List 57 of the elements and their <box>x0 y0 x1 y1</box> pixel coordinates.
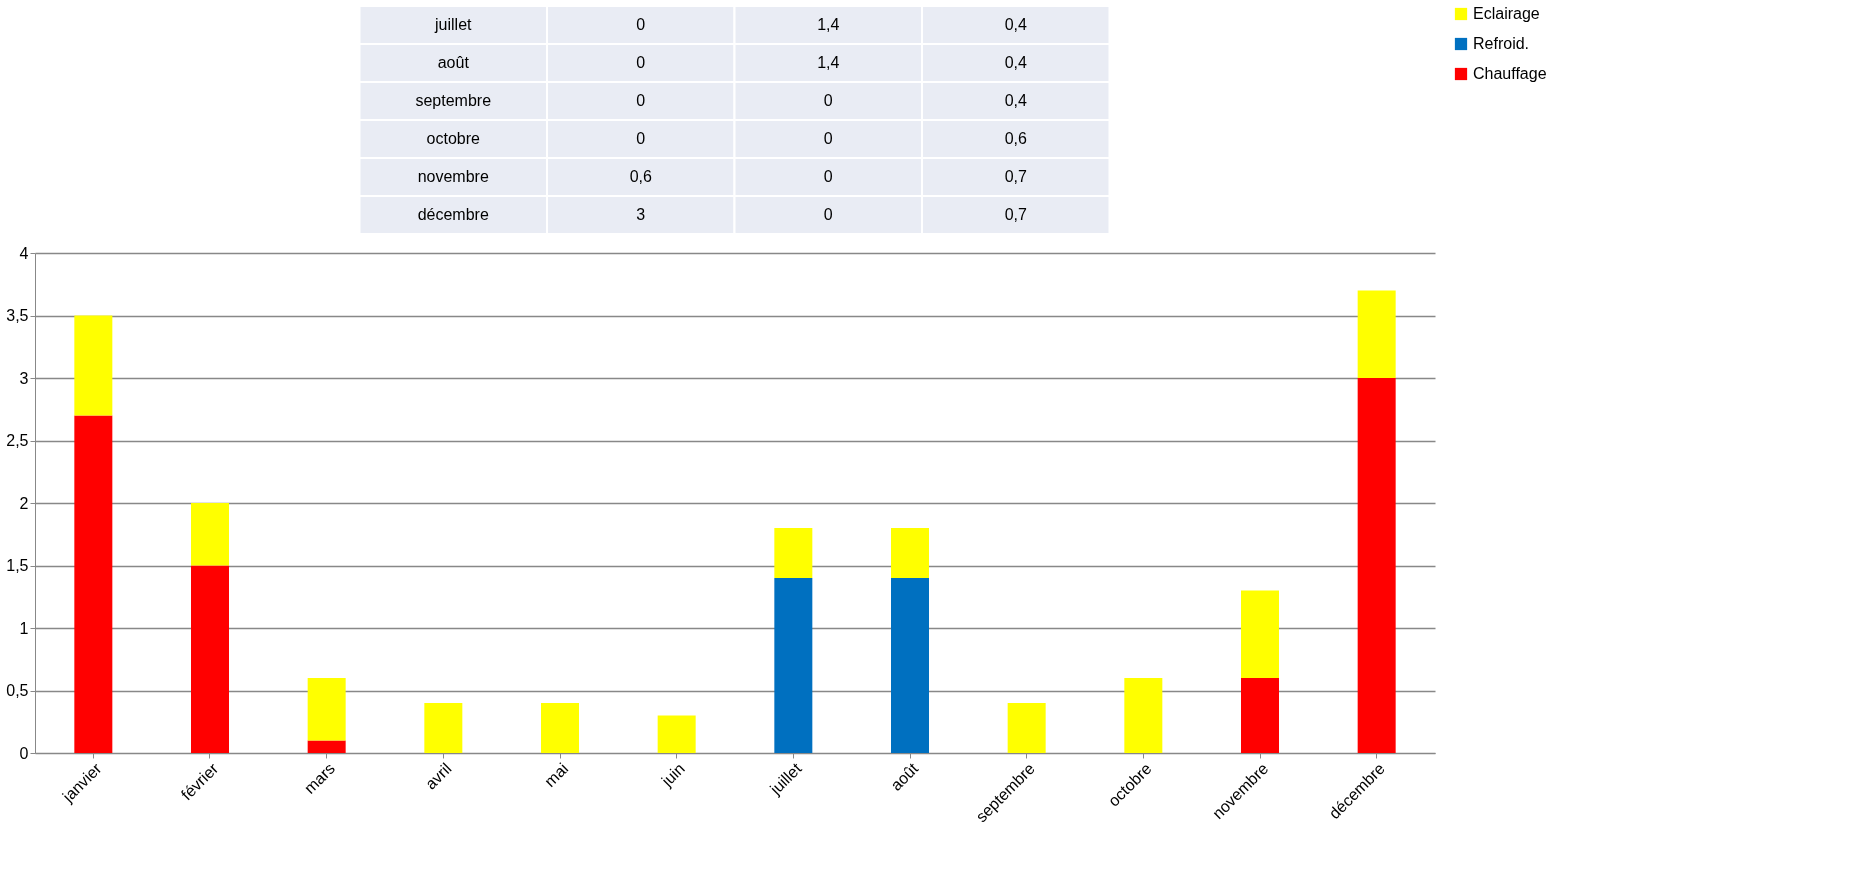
bar <box>307 678 346 741</box>
text: 0 <box>636 92 646 109</box>
y-tick-label: 3,5 <box>6 307 29 324</box>
text: 0 <box>823 92 833 109</box>
y-tick-label: 2,5 <box>6 432 29 449</box>
text: 0,6 <box>629 168 652 185</box>
bar <box>74 315 113 416</box>
x-tick-label: mai <box>541 759 572 791</box>
text: 0,6 <box>1004 130 1027 147</box>
text: 0,4 <box>1004 92 1027 109</box>
bar <box>74 415 113 753</box>
text: 1,4 <box>817 16 840 33</box>
text: 0 <box>636 130 646 147</box>
y-tick-label: 0,5 <box>6 682 29 699</box>
legend-label: Refroid. <box>1473 35 1530 52</box>
bar <box>191 503 229 566</box>
bar <box>891 578 929 753</box>
bar <box>1357 378 1396 753</box>
text: octobre <box>426 130 481 147</box>
text: 3 <box>636 206 646 223</box>
text: juillet <box>434 16 473 33</box>
text: 0 <box>823 168 833 185</box>
y-tick-label: 4 <box>19 244 29 262</box>
bar <box>774 578 813 753</box>
bar <box>657 715 696 753</box>
text: 0 <box>823 206 833 223</box>
y-tick-label: 1 <box>19 619 29 637</box>
bar <box>541 703 579 753</box>
legend-label: Eclairage <box>1473 5 1540 22</box>
bar <box>1241 678 1279 753</box>
bar <box>1357 290 1396 378</box>
text: 1,4 <box>817 54 840 71</box>
text: 0 <box>636 16 646 33</box>
y-tick-label: 3 <box>19 369 29 387</box>
text: 0,4 <box>1004 54 1027 71</box>
x-tick-label: juin <box>657 759 688 791</box>
bar <box>1241 590 1279 678</box>
bar <box>774 528 813 578</box>
text: août <box>437 54 470 71</box>
text: 0 <box>636 54 646 71</box>
text: 0 <box>823 130 833 147</box>
text: 0,4 <box>1004 16 1027 33</box>
bar <box>1124 678 1163 753</box>
bar <box>191 565 229 753</box>
legend-label: Chauffage <box>1473 65 1547 82</box>
bar <box>891 528 929 578</box>
text: septembre <box>415 92 492 109</box>
bar <box>307 740 346 753</box>
text: décembre <box>417 206 489 223</box>
bar <box>424 703 463 753</box>
y-tick-label: 0 <box>19 744 29 762</box>
text: novembre <box>417 168 489 185</box>
bar <box>1007 703 1046 753</box>
y-tick-label: 2 <box>19 494 29 512</box>
text: 0,7 <box>1004 206 1027 223</box>
y-tick-label: 1,5 <box>6 557 29 574</box>
text: 0,7 <box>1004 168 1027 185</box>
